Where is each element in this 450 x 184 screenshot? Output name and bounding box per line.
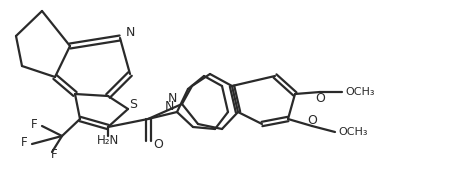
Text: F: F	[20, 137, 27, 149]
Text: O: O	[153, 137, 163, 151]
Text: F: F	[51, 148, 57, 160]
Text: F: F	[32, 118, 38, 132]
Text: H₂N: H₂N	[97, 135, 119, 148]
Text: OCH₃: OCH₃	[338, 127, 368, 137]
Text: OCH₃: OCH₃	[345, 87, 374, 97]
Text: S: S	[129, 98, 137, 111]
Text: N: N	[126, 26, 135, 40]
Text: N: N	[167, 91, 177, 105]
Text: N: N	[165, 100, 174, 112]
Text: O: O	[315, 93, 325, 105]
Text: O: O	[307, 114, 317, 127]
